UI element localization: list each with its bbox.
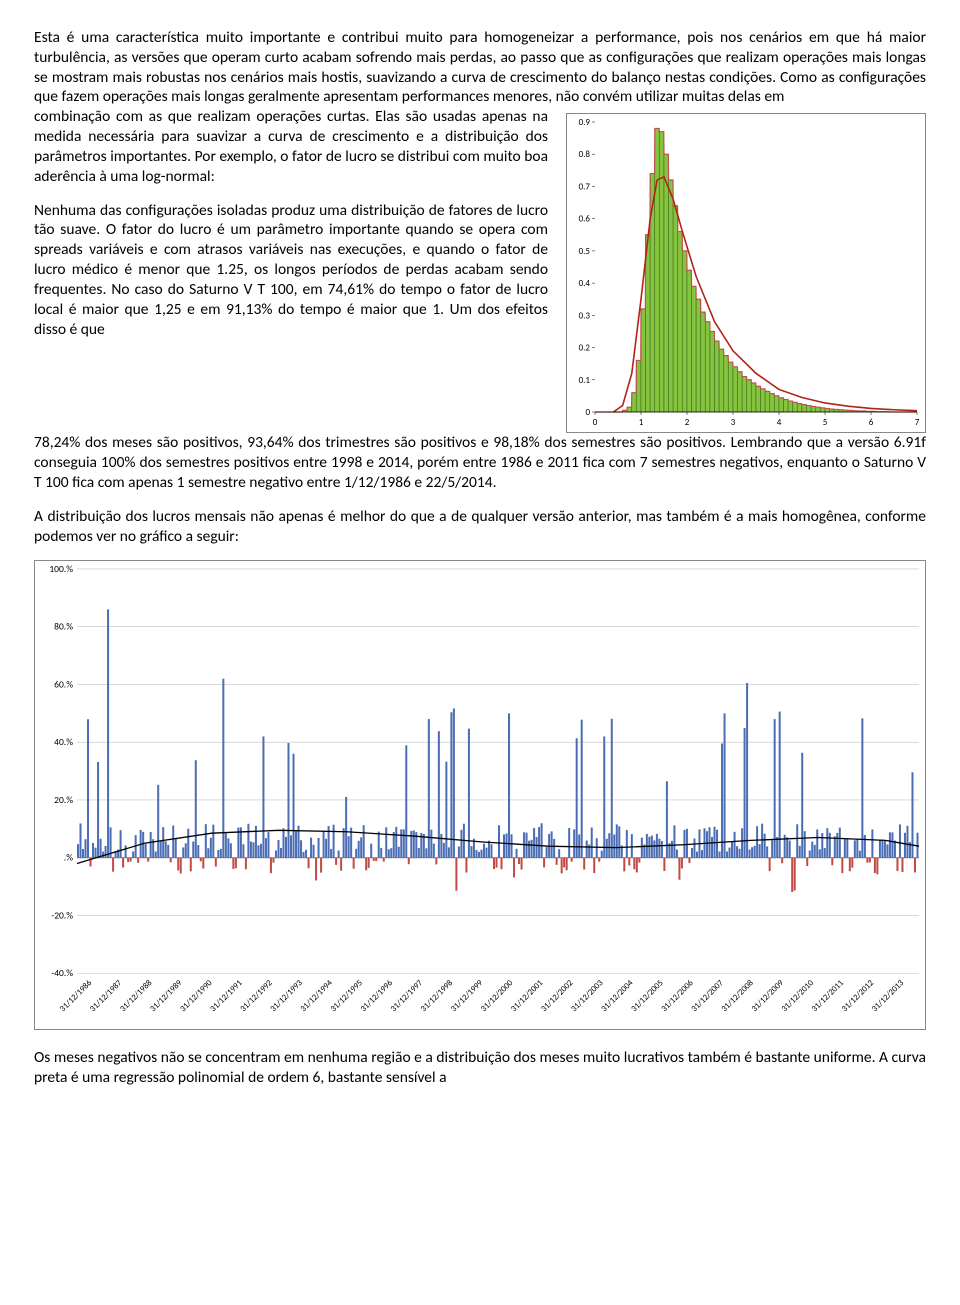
svg-text:1: 1 <box>639 417 644 428</box>
svg-text:0: 0 <box>593 417 598 428</box>
svg-text:5: 5 <box>823 417 828 428</box>
svg-text:31/12/2013: 31/12/2013 <box>870 979 906 1015</box>
svg-text:80.%: 80.% <box>54 621 73 633</box>
svg-text:4: 4 <box>777 417 782 428</box>
svg-text:0.7: 0.7 <box>579 182 591 193</box>
svg-text:0.4: 0.4 <box>579 278 591 289</box>
svg-text:40.%: 40.% <box>54 737 73 749</box>
svg-text:-40.%: -40.% <box>51 968 73 980</box>
svg-text:2: 2 <box>685 417 690 428</box>
svg-text:3: 3 <box>731 417 736 428</box>
svg-text:7: 7 <box>915 417 920 428</box>
svg-text:0.8: 0.8 <box>579 150 591 161</box>
svg-text:0.3: 0.3 <box>579 311 591 322</box>
svg-text:0.9: 0.9 <box>579 117 591 128</box>
paragraph-intro: Esta é uma característica muito importan… <box>34 28 926 107</box>
para1d: 78,24% dos meses são positivos, 93,64% d… <box>34 433 926 492</box>
para1b: combinação com as que realizam operações… <box>34 107 548 186</box>
monthly-barchart: -40.%-20.%.%20.%40.%60.%80.%100.%31/12/1… <box>34 560 926 1030</box>
para2: A distribuição dos lucros mensais não ap… <box>34 507 926 547</box>
histogram-chart: 0 0.1 0.2 0.3 0.4 0.5 0.6 0.7 0.8 0.9 0 1 2 3 4 5 6 7 <box>566 113 926 433</box>
para3: Os meses negativos não se concentram em … <box>34 1048 926 1088</box>
svg-text:100.%: 100.% <box>49 563 73 575</box>
svg-text:-20.%: -20.% <box>51 910 73 922</box>
svg-text:0: 0 <box>585 407 590 418</box>
svg-text:0.2: 0.2 <box>579 343 591 354</box>
svg-text:0.1: 0.1 <box>579 375 591 386</box>
svg-text:60.%: 60.% <box>54 679 73 691</box>
para1c: Nenhuma das configurações isoladas produ… <box>34 201 548 340</box>
svg-text:20.%: 20.% <box>54 794 73 806</box>
svg-text:0.5: 0.5 <box>579 246 591 257</box>
svg-text:6: 6 <box>869 417 874 428</box>
para1a-text: Esta é uma característica muito importan… <box>34 28 926 106</box>
svg-text:0.6: 0.6 <box>579 214 591 225</box>
svg-text:.%: .% <box>64 852 73 864</box>
